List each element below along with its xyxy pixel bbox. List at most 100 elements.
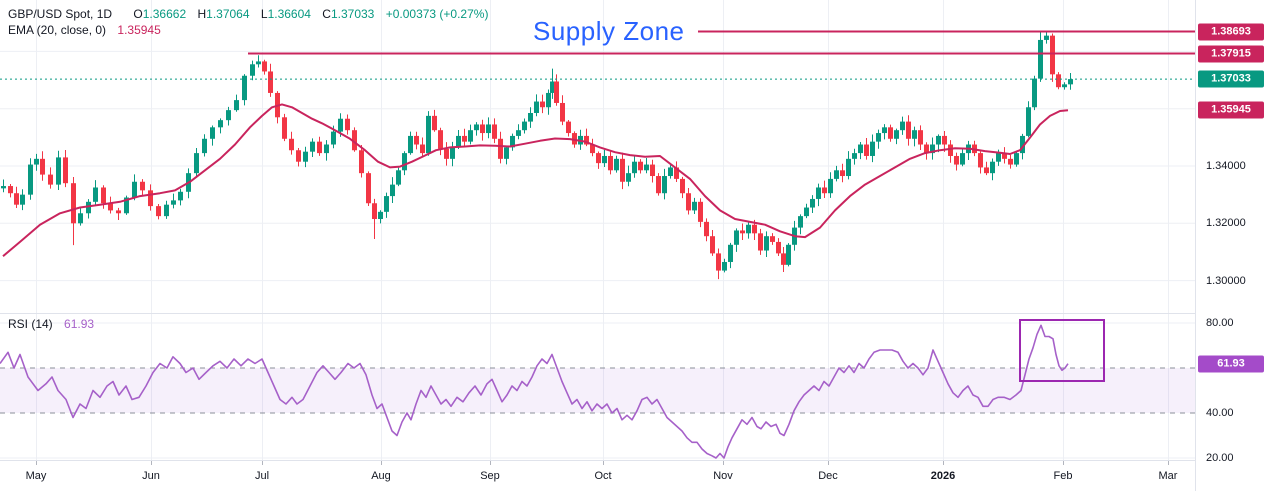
- candle-body: [560, 102, 565, 122]
- candle-body: [28, 164, 33, 195]
- candle-body: [226, 110, 231, 121]
- candle-body: [798, 216, 803, 228]
- symbol-title: GBP/USD Spot, 1D: [8, 7, 113, 21]
- candle-body: [1, 186, 6, 189]
- candle-body: [268, 71, 273, 93]
- candle-body: [870, 141, 875, 156]
- rsi-title: RSI (14): [8, 317, 53, 331]
- candle-body: [816, 187, 821, 199]
- candle-body: [210, 127, 215, 139]
- candle-body: [20, 194, 25, 205]
- time-scale-axis[interactable]: May Jun Jul Aug Sep Oct Nov Dec 2026 Feb Mar: [0, 460, 1281, 491]
- time-axis-tick: [603, 461, 604, 465]
- time-axis-tick: [943, 461, 944, 465]
- candle-body: [698, 201, 703, 222]
- candle-body: [303, 151, 308, 162]
- candle-body: [864, 144, 869, 156]
- time-axis-label: Sep: [480, 470, 500, 482]
- candle-body: [786, 244, 791, 265]
- candle-body: [378, 211, 383, 220]
- candle-body: [942, 135, 947, 145]
- ema-line[interactable]: [2, 103, 1069, 257]
- candle-body: [781, 253, 786, 265]
- candle-body: [752, 224, 757, 234]
- candle-body: [828, 178, 833, 194]
- rsi-line[interactable]: [0, 324, 1069, 459]
- price-badge: 1.38693: [1198, 23, 1264, 41]
- candle-body: [858, 144, 863, 154]
- ema-value: 1.35945: [117, 23, 161, 37]
- candle-body: [906, 121, 911, 139]
- candle-body: [462, 135, 467, 142]
- candle-body: [758, 233, 763, 251]
- candle-body: [289, 138, 294, 151]
- candle-body: [63, 157, 68, 184]
- candle-body: [426, 115, 431, 154]
- rsi-legend-row[interactable]: RSI (14) 61.93: [8, 317, 94, 331]
- symbol-legend-row[interactable]: GBP/USD Spot, 1D O1.36662 H1.37064 L1.36…: [8, 5, 488, 23]
- candle-body: [86, 201, 91, 214]
- ohlc-open-value: 1.36662: [142, 7, 187, 21]
- price-tick-label: 1.32000: [1206, 217, 1246, 229]
- candle-body: [704, 221, 709, 237]
- candle-body: [93, 187, 98, 202]
- candle-body: [954, 155, 959, 165]
- candle-body: [644, 164, 649, 171]
- candle-body: [900, 121, 905, 131]
- candle-body: [352, 130, 357, 151]
- ohlc-low-value: 1.36604: [267, 7, 311, 21]
- candle-body: [48, 174, 53, 185]
- candle-body: [996, 153, 1001, 162]
- candle-body: [734, 230, 739, 245]
- time-axis-label: Mar: [1158, 470, 1178, 482]
- candle-body: [372, 203, 377, 220]
- supply-zone-annotation[interactable]: Supply Zone: [533, 16, 685, 46]
- candle-body: [468, 130, 473, 142]
- ema-legend-row[interactable]: EMA (20, close, 0) 1.35945: [8, 23, 161, 37]
- ohlc-open-label: O: [133, 7, 143, 21]
- candle-body: [310, 141, 315, 152]
- candle-body: [822, 187, 827, 194]
- candle-body: [366, 173, 371, 204]
- time-axis-label: Jul: [254, 470, 270, 482]
- chart-canvas[interactable]: [0, 0, 1195, 460]
- candle-body: [692, 201, 697, 211]
- candle-body: [1002, 153, 1007, 159]
- candle-body: [194, 153, 199, 174]
- candle-body: [876, 133, 881, 142]
- change-value: +0.00373 (+0.27%): [385, 7, 489, 21]
- candle-body: [680, 178, 685, 194]
- candle-body: [614, 158, 619, 171]
- candle-body: [218, 120, 223, 128]
- candle-body: [56, 157, 61, 185]
- candle-body: [840, 170, 845, 177]
- candle-body: [132, 181, 137, 198]
- price-scale-axis[interactable]: 1.34000 1.32000 1.30000 80.00 40.00 20.00 1.38…: [1195, 0, 1281, 491]
- candle-body: [746, 224, 751, 234]
- candle-body: [978, 153, 983, 168]
- candle-body: [504, 147, 509, 159]
- price-badge: 1.37915: [1198, 45, 1264, 63]
- ema-title: EMA (20, close, 0): [8, 23, 107, 37]
- candle-body: [1056, 74, 1061, 88]
- rsi-band-fill: [0, 368, 1195, 413]
- candle-body: [1038, 39, 1043, 79]
- candle-body: [262, 61, 267, 72]
- rsi-highlight-box[interactable]: [1019, 319, 1105, 382]
- time-axis-tick: [381, 461, 382, 465]
- candle-body: [282, 117, 287, 139]
- candle-body: [852, 153, 857, 159]
- candle-body: [414, 135, 419, 145]
- candle-body: [686, 193, 691, 211]
- chart-plot-area[interactable]: [0, 0, 1195, 460]
- candle-body: [522, 121, 527, 131]
- candle-body: [894, 130, 899, 139]
- candle-body: [674, 167, 679, 179]
- time-axis-label: Feb: [1053, 470, 1073, 482]
- candle-body: [234, 100, 239, 111]
- candle-body: [554, 81, 559, 103]
- candle-body: [776, 241, 781, 254]
- time-axis-label: Jun: [142, 470, 160, 482]
- candle-body: [728, 244, 733, 262]
